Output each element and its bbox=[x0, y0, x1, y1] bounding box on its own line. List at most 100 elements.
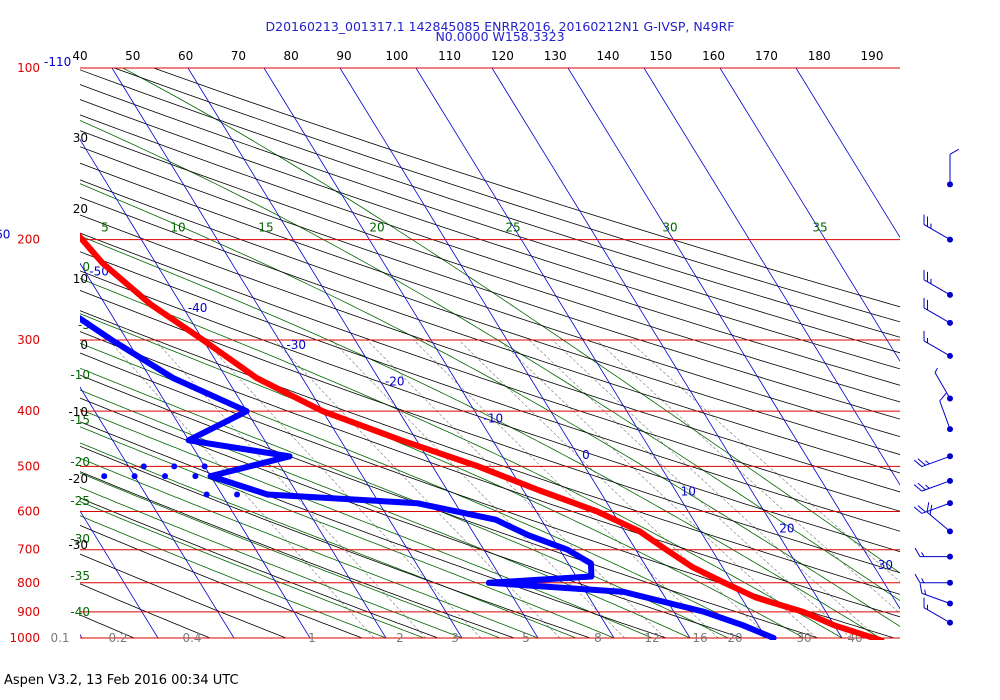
dry-adiabat-line bbox=[80, 397, 743, 639]
moist-adiabat-line bbox=[80, 183, 900, 627]
mixing-ratio-label: 3 bbox=[451, 631, 459, 645]
wind-barb-staff bbox=[921, 455, 951, 468]
wind-barb bbox=[914, 573, 953, 586]
mixing-ratio-label: 0.1 bbox=[50, 631, 69, 645]
mixing-ratio-line bbox=[366, 339, 666, 639]
mixing-ratio-line bbox=[108, 339, 375, 639]
dry-adiabat-line bbox=[80, 290, 900, 574]
moist-adiabat-side-label: -5 bbox=[78, 318, 90, 332]
wind-barb bbox=[914, 547, 953, 560]
wind-barb-staff bbox=[923, 307, 951, 324]
dewpoint-point bbox=[101, 473, 108, 480]
dry-adiabat-label: -30 bbox=[68, 538, 88, 552]
dewpoint-point bbox=[234, 491, 241, 498]
top-axis-label: 80 bbox=[284, 49, 299, 63]
wind-barb-staff bbox=[939, 400, 951, 430]
pressure-tick-label: 200 bbox=[17, 233, 40, 247]
moist-adiabat-side-label: -30 bbox=[70, 532, 90, 546]
dry-adiabat-label: 10 bbox=[73, 272, 88, 286]
wind-barb-flag bbox=[925, 484, 930, 489]
mixing-ratio-line bbox=[528, 339, 851, 639]
isotherm-line bbox=[643, 68, 900, 486]
wind-barb bbox=[923, 269, 953, 298]
moist-adiabat-label: 20 bbox=[369, 221, 384, 235]
mixing-ratio-label: 30 bbox=[796, 631, 811, 645]
wind-barb-staff bbox=[923, 279, 951, 296]
isotherm-label: 30 bbox=[878, 558, 893, 572]
wind-barb bbox=[913, 477, 953, 492]
mixing-ratio-label: 20 bbox=[727, 631, 742, 645]
dry-adiabat-line bbox=[80, 553, 287, 639]
mixing-ratio-label: 1 bbox=[308, 631, 316, 645]
dewpoint-point bbox=[171, 463, 178, 470]
moist-adiabat-line bbox=[80, 457, 539, 639]
top-axis-label: 130 bbox=[544, 49, 567, 63]
moist-adiabat-line bbox=[80, 367, 729, 639]
isotherm-line bbox=[491, 68, 843, 639]
isotherm-label: 10 bbox=[681, 485, 696, 499]
wind-barb bbox=[947, 148, 959, 188]
isotherm-line bbox=[80, 138, 387, 639]
isotherm-line bbox=[111, 68, 463, 639]
top-axis-label: 170 bbox=[755, 49, 778, 63]
dry-adiabat-label: 0 bbox=[80, 338, 88, 352]
moist-adiabat-line bbox=[80, 389, 691, 639]
mixing-ratio-line bbox=[413, 339, 719, 639]
dry-adiabat-line bbox=[114, 68, 900, 323]
wind-barb-flag bbox=[917, 482, 926, 491]
dry-adiabat-line bbox=[80, 471, 515, 639]
moist-adiabat-line bbox=[80, 472, 501, 639]
isotherm-line bbox=[0, 68, 6, 638]
wind-barb-staff bbox=[921, 480, 951, 492]
wind-barb-staff bbox=[923, 607, 951, 624]
wind-barb-flag bbox=[919, 583, 923, 594]
moist-adiabat-line bbox=[122, 68, 900, 574]
mixing-ratio-line bbox=[203, 339, 482, 639]
dewpoint-point bbox=[162, 473, 169, 480]
dry-adiabat-line bbox=[80, 270, 900, 553]
pressure-tick-label: 900 bbox=[17, 605, 40, 619]
dry-adiabat-line bbox=[80, 214, 900, 493]
dry-adiabat-line bbox=[80, 524, 363, 639]
moist-adiabat-side-label: -40 bbox=[70, 605, 90, 619]
wind-barb-staff bbox=[923, 340, 951, 357]
isotherm-label: -40 bbox=[188, 301, 208, 315]
dry-adiabat-line bbox=[153, 68, 900, 308]
mixing-ratio-line bbox=[552, 339, 879, 639]
mixing-ratio-label: 0.2 bbox=[108, 631, 127, 645]
chart-subtitle: N0.0000 W158.3323 bbox=[435, 29, 565, 44]
moist-adiabat-line bbox=[80, 515, 387, 639]
mixing-ratio-label: 12 bbox=[644, 631, 659, 645]
mixing-ratio-label: 8 bbox=[594, 631, 602, 645]
dry-adiabat-line bbox=[80, 162, 900, 438]
isotherm-line bbox=[80, 510, 159, 639]
moist-adiabat-line bbox=[80, 278, 843, 639]
isotherm-extra-label: -110 bbox=[44, 55, 71, 69]
dewpoint-point bbox=[203, 491, 210, 498]
mixing-ratio-line bbox=[331, 339, 626, 639]
isotherm-line bbox=[415, 68, 767, 639]
top-axis-label: 160 bbox=[702, 49, 725, 63]
mixing-ratio-line bbox=[499, 339, 817, 639]
dry-adiabat-line bbox=[80, 179, 900, 456]
top-axis-label: 50 bbox=[125, 49, 140, 63]
isotherm-label: -20 bbox=[385, 375, 405, 389]
dry-adiabat-line bbox=[80, 114, 900, 386]
dewpoint-point bbox=[192, 473, 199, 480]
dewpoint-point bbox=[40, 473, 46, 479]
wind-barb-flag bbox=[913, 506, 923, 514]
wind-barb-flag bbox=[914, 573, 921, 584]
wind-barb-flag bbox=[913, 459, 923, 467]
wind-barb bbox=[923, 597, 953, 626]
mixing-ratio-label: 16 bbox=[692, 631, 707, 645]
wind-barb-staff bbox=[923, 224, 951, 241]
top-axis-label: 70 bbox=[231, 49, 246, 63]
footer-text: Aspen V3.2, 13 Feb 2016 00:34 UTC bbox=[4, 673, 239, 688]
top-axis-label: 190 bbox=[861, 49, 884, 63]
dry-adiabat-line bbox=[80, 497, 439, 639]
mixing-ratio-label: 0.4 bbox=[182, 631, 201, 645]
dry-adiabat-line bbox=[80, 232, 900, 512]
wind-barb bbox=[913, 453, 953, 468]
pressure-tick-label: 400 bbox=[17, 404, 40, 418]
